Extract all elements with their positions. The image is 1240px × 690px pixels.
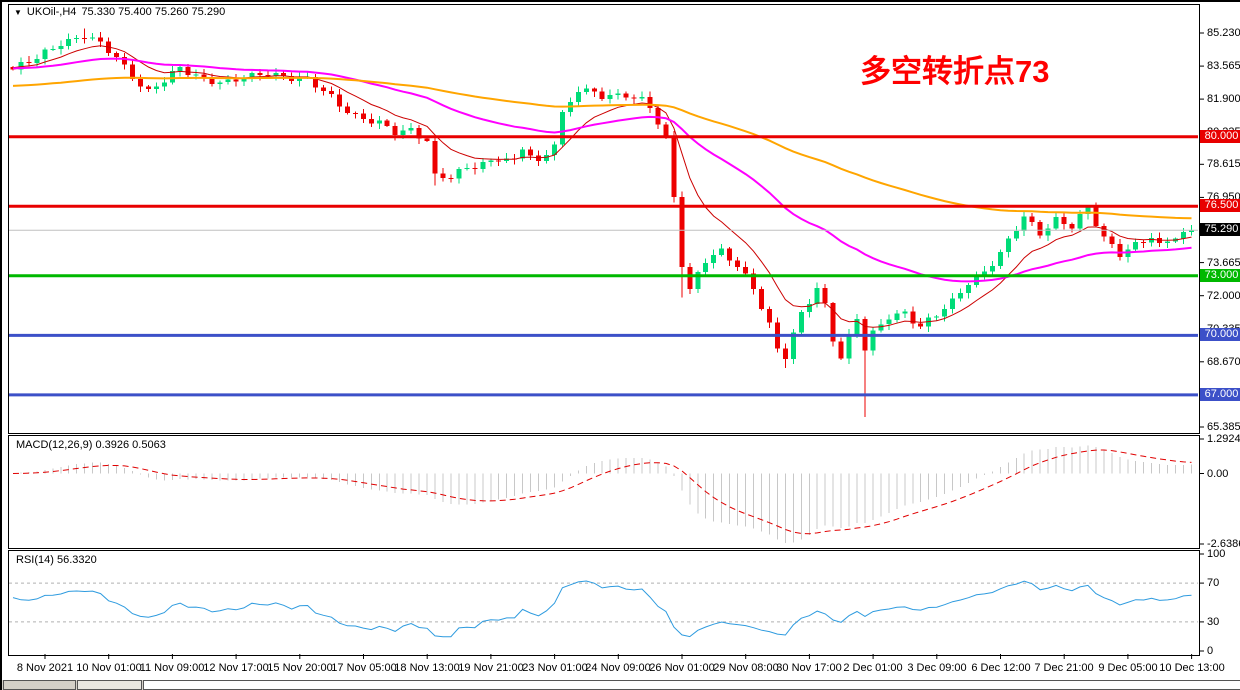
time-axis-label: 3 Dec 09:00 [907, 662, 967, 674]
chart-title: ▼ UKOil-,H4 75.330 75.400 75.260 75.290 [14, 6, 225, 18]
time-axis-label: 26 Nov 01:00 [649, 662, 715, 674]
ma-fast-line [12, 45, 1192, 328]
time-axis-label: 29 Nov 08:00 [713, 662, 779, 674]
macd-axis-label: 0.00 [1207, 468, 1229, 480]
macd-axis-label: 1.2924 [1207, 433, 1240, 445]
rsi-label: RSI(14) 56.3320 [16, 554, 97, 566]
price-axis-label: 85.230 [1207, 27, 1240, 39]
ohlc-quote-label: 75.330 75.400 75.260 75.290 [81, 6, 226, 18]
chart-tab-2[interactable] [77, 680, 142, 690]
time-axis-label: 6 Dec 12:00 [971, 662, 1031, 674]
level-price-badge: 70.000 [1200, 328, 1240, 341]
price-axis-label: 65.385 [1207, 421, 1240, 433]
rsi-axis-label: 30 [1207, 616, 1220, 628]
macd-histogram [20, 445, 1192, 544]
level-price-badge: 76.500 [1200, 199, 1240, 212]
time-axis-label: 10 Nov 01:00 [76, 662, 142, 674]
level-price-badge: 67.000 [1200, 388, 1240, 401]
rsi-axis-label: 0 [1207, 645, 1214, 657]
ma-mid-line [12, 57, 1192, 283]
price-axis-label: 83.565 [1207, 60, 1240, 72]
time-axis-label: 7 Dec 21:00 [1034, 662, 1094, 674]
rsi-axis-label: 70 [1207, 577, 1220, 589]
price-chart-panel[interactable] [8, 4, 1200, 434]
level-price-badge: 73.000 [1200, 269, 1240, 282]
time-axis-label: 12 Nov 17:00 [203, 662, 269, 674]
tab-strip-spacer [143, 680, 1240, 690]
time-axis-label: 8 Nov 2021 [16, 662, 74, 674]
time-axis-label: 24 Nov 09:00 [585, 662, 651, 674]
time-axis-label: 9 Dec 05:00 [1098, 662, 1158, 674]
rsi-line [12, 580, 1192, 638]
price-axis-label: 72.000 [1207, 290, 1240, 302]
ma-slow-line [12, 76, 1192, 220]
price-axis-label: 73.665 [1207, 257, 1240, 269]
price-axis-label: 78.615 [1207, 158, 1240, 170]
time-axis-label: 15 Nov 20:00 [267, 662, 333, 674]
price-axis-label: 81.900 [1207, 93, 1240, 105]
time-axis-label: 18 Nov 13:00 [394, 662, 460, 674]
macd-label: MACD(12,26,9) 0.3926 0.5063 [16, 439, 166, 451]
time-axis-label: 17 Nov 05:00 [331, 662, 397, 674]
rsi-indicator-panel[interactable] [8, 550, 1200, 656]
macd-axis-label: -2.6386 [1207, 538, 1240, 550]
price-axis-label: 68.670 [1207, 356, 1240, 368]
time-axis-label: 11 Nov 09:00 [139, 662, 205, 674]
bottom-tab-bar [2, 680, 1240, 690]
time-axis-label: 19 Nov 21:00 [458, 662, 524, 674]
time-axis-label: 2 Dec 01:00 [843, 662, 903, 674]
current-price-badge: 75.290 [1200, 223, 1240, 236]
rsi-axis-label: 100 [1207, 548, 1226, 560]
macd-indicator-panel[interactable] [8, 435, 1200, 549]
chart-tab[interactable] [3, 680, 76, 690]
time-axis-label: 10 Dec 13:00 [1159, 662, 1225, 674]
annotation-text: 多空转折点73 [860, 54, 1050, 89]
time-axis-label: 30 Nov 17:00 [776, 662, 842, 674]
time-axis-label: 23 Nov 01:00 [522, 662, 588, 674]
symbol-dropdown-icon[interactable]: ▼ [14, 7, 22, 17]
level-price-badge: 80.000 [1200, 130, 1240, 143]
symbol-period-label: UKOil-,H4 [26, 6, 77, 18]
